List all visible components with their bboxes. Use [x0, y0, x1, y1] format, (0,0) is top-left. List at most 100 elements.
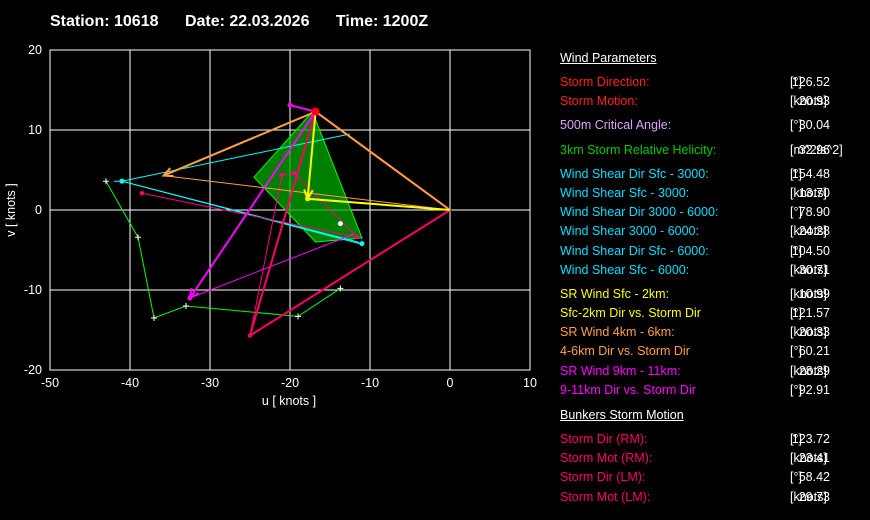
- wind-parameters-title: Wind Parameters: [560, 51, 657, 65]
- param-value: 154.48: [791, 166, 830, 181]
- bunkers-unit: [°]: [790, 432, 802, 446]
- param-unit: [°]: [790, 382, 802, 397]
- cyan-point: [119, 178, 125, 184]
- param-unit: [°]: [790, 166, 802, 181]
- param-value: 20.33: [798, 325, 830, 340]
- param-value: 24.28: [798, 224, 830, 239]
- param-label: Wind Shear 3000 - 6000:: [560, 224, 699, 239]
- date-label: Date: 22.03.2026: [184, 13, 310, 30]
- param-value: 78.90: [798, 205, 830, 220]
- bunkers-rows: Storm Dir (RM): 123.72 [°] Storm Mot (RM): 2…: [560, 430, 870, 507]
- param-unit: [°]: [790, 75, 802, 89]
- hodograph-green-marker: [337, 285, 344, 292]
- hodograph-chart: -50 -40 -30 -20 -10 0 10 -20 -10 0 10 20 u [ knots …: [4, 43, 537, 408]
- param-unit: [knots]: [790, 363, 827, 378]
- param-unit: [knots]: [790, 224, 827, 239]
- param-value: 121.57: [791, 306, 830, 321]
- hodograph-pink-point: [139, 191, 145, 196]
- param-label: Sfc-2km Dir vs. Storm Dir: [560, 306, 701, 321]
- param-unit: [°]: [790, 306, 802, 321]
- y-tick-label: 20: [28, 43, 42, 57]
- param-unit: [knots]: [790, 262, 827, 277]
- param-label: Wind Shear Dir Sfc - 3000:: [560, 166, 709, 181]
- param-row: Storm Motion: 20.93 [knots]: [560, 92, 870, 111]
- param-label: Wind Shear Dir 3000 - 6000:: [560, 205, 719, 220]
- param-row: Storm Direction: 126.52 [°]: [560, 73, 870, 92]
- param-unit: [knots]: [790, 185, 827, 200]
- bunkers-label: Storm Mot (LM):: [560, 489, 651, 504]
- y-axis-label: v [ knots ]: [4, 183, 18, 237]
- hodograph-green: [105, 180, 341, 319]
- param-row: SR Wind 9km - 11km: 28.29 [knots]: [560, 362, 870, 381]
- param-row: SR Wind Sfc - 2km: 10.99 [knots]: [560, 285, 870, 304]
- param-value: 30.04: [798, 118, 830, 133]
- param-row: 4-6km Dir vs. Storm Dir 60.21 [°]: [560, 342, 870, 361]
- x-tick-label: -30: [201, 376, 219, 390]
- param-row: Sfc-2km Dir vs. Storm Dir 121.57 [°]: [560, 304, 870, 323]
- cyan-point: [359, 241, 365, 247]
- header: Station: 10618 Date: 22.03.2026 Time: 12…: [50, 13, 450, 31]
- bunkers-label: Storm Dir (LM):: [560, 470, 646, 485]
- param-label: 500m Critical Angle:: [560, 118, 672, 133]
- bunkers-label: Storm Mot (RM):: [560, 451, 653, 466]
- param-row: Wind Shear Sfc - 6000: 30.71 [knots]: [560, 261, 870, 280]
- bunkers-label: Storm Dir (RM):: [560, 432, 648, 446]
- param-unit: [knots]: [790, 325, 827, 340]
- station-label: Station: 10618: [50, 13, 159, 30]
- param-unit: [knots]: [790, 286, 827, 301]
- x-tick-label: -10: [361, 376, 379, 390]
- y-tick-label: -20: [24, 363, 42, 377]
- param-row: SR Wind 4km - 6km: 20.33 [knots]: [560, 323, 870, 342]
- white-marker: [337, 221, 343, 227]
- time-label: Time: 1200Z: [335, 13, 429, 30]
- param-unit: [°]: [790, 118, 802, 133]
- param-row: 500m Critical Angle: 30.04 [°]: [560, 116, 870, 135]
- storm-motion-point: [311, 107, 320, 116]
- wind-parameters-panel: Wind Parameters Storm Direction: 126.52 [°…: [560, 48, 870, 507]
- magenta-point: [187, 295, 193, 301]
- param-label: 9-11km Dir vs. Storm Dir: [560, 382, 696, 397]
- param-value: 126.52: [791, 75, 830, 89]
- param-row: 9-11km Dir vs. Storm Dir 92.91 [°]: [560, 381, 870, 400]
- param-label: SR Wind Sfc - 2km:: [560, 286, 670, 301]
- y-tick-label: 10: [28, 123, 42, 137]
- param-label: Storm Motion:: [560, 94, 638, 109]
- x-tick-label: -40: [121, 376, 139, 390]
- bunkers-unit: [knots]: [790, 451, 827, 466]
- yellow-point: [305, 196, 311, 202]
- param-label: 4-6km Dir vs. Storm Dir: [560, 344, 690, 359]
- chart-marks: [103, 102, 452, 338]
- param-row: Wind Shear 3000 - 6000: 24.28 [knots]: [560, 222, 870, 241]
- param-unit: [°]: [790, 243, 802, 258]
- hodograph-pink-point: [355, 235, 360, 240]
- hodograph-green-marker: [135, 234, 141, 241]
- param-label: Wind Shear Sfc - 6000:: [560, 262, 690, 277]
- param-row: Wind Shear Dir 3000 - 6000: 78.90 [°]: [560, 203, 870, 222]
- param-unit: [°]: [790, 205, 802, 220]
- y-tick-label: -10: [24, 283, 42, 297]
- param-label: SR Wind 4km - 6km:: [560, 325, 675, 340]
- bunkers-value: 123.72: [791, 432, 830, 446]
- bunkers-unit: [°]: [790, 470, 802, 485]
- sr-middle-arrowhead: [161, 167, 174, 178]
- bunkers-title: Bunkers Storm Motion: [560, 408, 684, 422]
- bunkers-value: 23.41: [798, 451, 830, 466]
- hodograph-pink-point: [279, 172, 285, 177]
- x-tick-label: -20: [281, 376, 299, 390]
- param-row: Wind Shear Dir Sfc - 6000: 104.50 [°]: [560, 242, 870, 261]
- x-axis-label: u [ knots ]: [262, 394, 316, 408]
- x-tick-label: 10: [523, 376, 537, 390]
- param-value: 104.50: [791, 243, 830, 258]
- hodograph-green-marker: [295, 313, 301, 320]
- x-tick-label: 0: [447, 376, 454, 390]
- orange-line: [163, 175, 451, 211]
- param-unit: [knots]: [790, 94, 827, 109]
- hodograph-pink-point: [291, 171, 297, 176]
- param-value: 13.70: [798, 185, 830, 200]
- param-label: Storm Direction:: [560, 75, 650, 89]
- bunkers-value: 58.42: [798, 470, 830, 485]
- param-row: 3km Storm Relative Helicity: 32.96 [m^2/s^…: [560, 141, 870, 160]
- param-row: Wind Shear Sfc - 3000: 13.70 [knots]: [560, 184, 870, 203]
- bunkers-value: 29.73: [798, 489, 830, 504]
- param-value: 28.29: [798, 363, 830, 378]
